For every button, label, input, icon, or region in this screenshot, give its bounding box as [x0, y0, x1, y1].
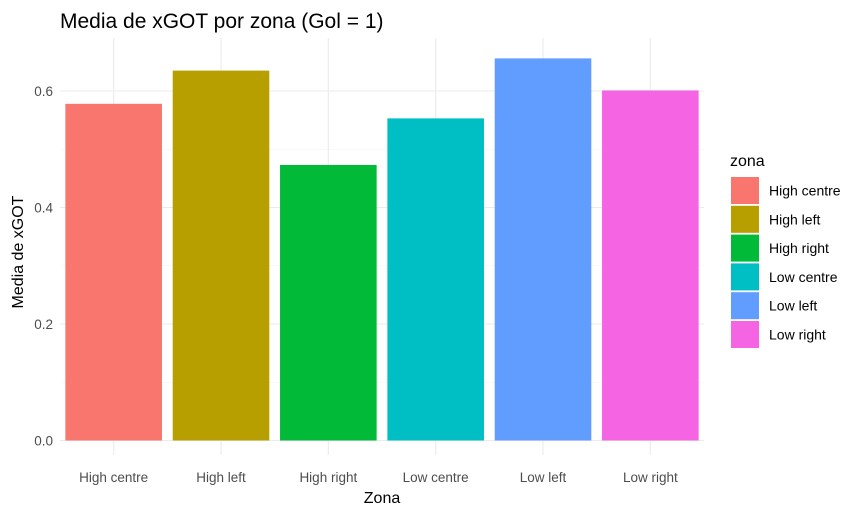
y-axis-title: Media de xGOT [10, 195, 27, 308]
bar [65, 103, 162, 441]
legend-label: High left [769, 211, 820, 227]
y-tick-label: 0.6 [34, 84, 53, 99]
x-tick-label: Low left [520, 470, 567, 485]
bar [494, 58, 592, 441]
x-axis-title: Zona [364, 490, 401, 507]
x-axis-ticks: High centre High left High right Low centre… [79, 470, 678, 485]
legend-label: High centre [769, 183, 841, 199]
y-tick-label: 0.4 [34, 201, 53, 216]
legend-label: Low right [769, 327, 826, 343]
legend-key [731, 321, 759, 348]
y-tick-label: 0.0 [34, 434, 53, 449]
x-tick-label: Low centre [403, 470, 469, 485]
chart-title: Media de xGOT por zona (Gol = 1) [60, 10, 384, 33]
y-tick-label: 0.2 [34, 317, 53, 332]
legend-label: High right [769, 240, 829, 256]
y-axis-ticks: 0.0 0.2 0.4 0.6 [34, 84, 53, 449]
bar [387, 118, 484, 441]
x-tick-label: Low right [623, 470, 678, 485]
legend-key [731, 205, 759, 233]
x-tick-label: High centre [79, 470, 148, 485]
bar [172, 70, 270, 441]
legend-key [731, 263, 759, 291]
x-tick-label: High right [299, 470, 357, 485]
legend-key [731, 234, 759, 262]
x-tick-label: High left [196, 470, 246, 485]
legend: zona High centre High left High right Low c… [730, 153, 841, 348]
bars [65, 58, 699, 441]
legend-key [731, 292, 759, 320]
legend-key [731, 177, 759, 204]
legend-label: Low left [769, 298, 817, 314]
legend-title: zona [730, 153, 765, 170]
legend-label: Low centre [769, 269, 838, 285]
bar [280, 164, 377, 441]
bar [602, 90, 699, 441]
